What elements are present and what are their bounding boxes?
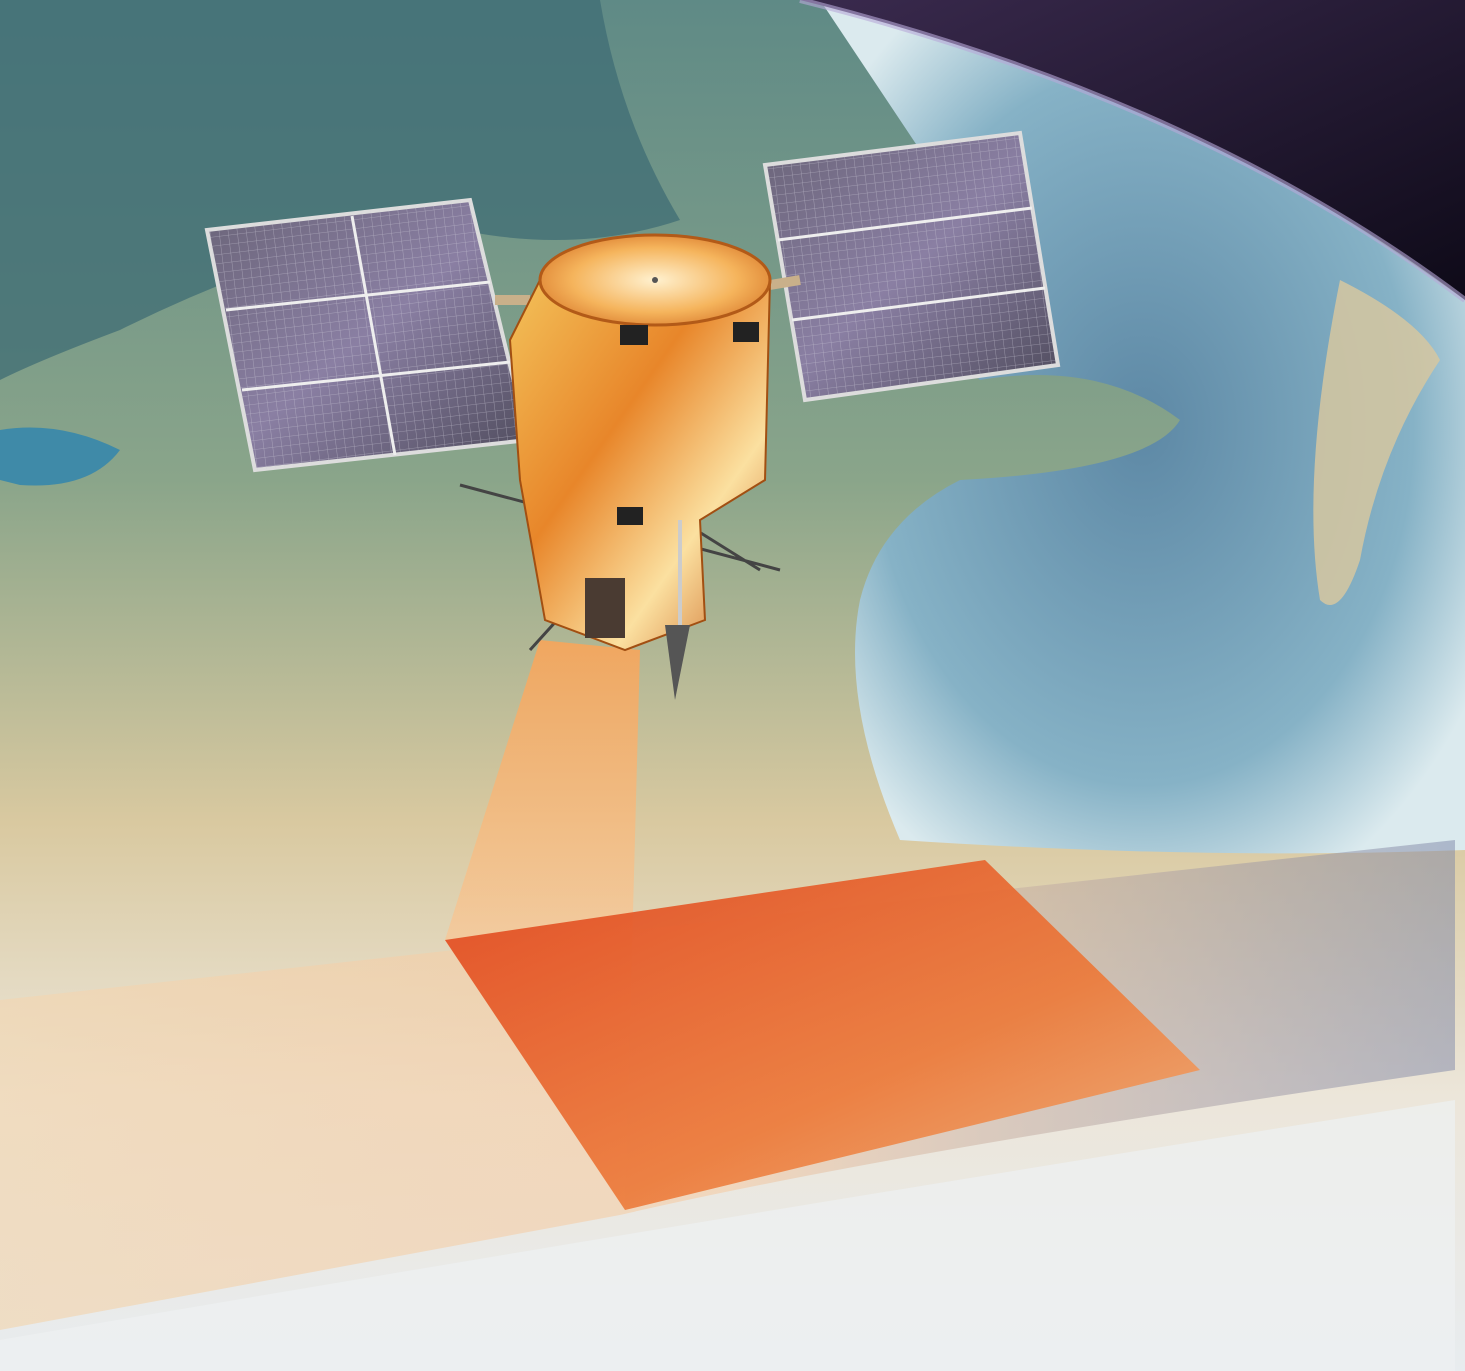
cloud-cover — [0, 1100, 1455, 1371]
panel-cells — [207, 200, 528, 470]
satellite — [459, 233, 781, 700]
sensor-port — [620, 325, 648, 345]
space — [800, 0, 1465, 300]
terrain — [0, 0, 680, 380]
panel-dividers — [225, 215, 511, 456]
satellite-body — [508, 279, 772, 652]
solar-panel-right — [762, 130, 1061, 403]
atmosphere — [799, 0, 1465, 303]
coastline — [1313, 280, 1440, 605]
sensor-port — [617, 507, 643, 525]
panel-dividers — [777, 206, 1046, 322]
top-port — [652, 277, 658, 283]
sensor-swath — [445, 860, 1200, 1210]
panel-boom — [495, 275, 801, 305]
sensor-port — [733, 322, 759, 342]
solar-panel-left — [204, 197, 531, 473]
instrument-bay — [585, 578, 625, 638]
lake — [0, 427, 120, 486]
panel-cells — [765, 133, 1058, 400]
probe-tip — [665, 625, 690, 700]
